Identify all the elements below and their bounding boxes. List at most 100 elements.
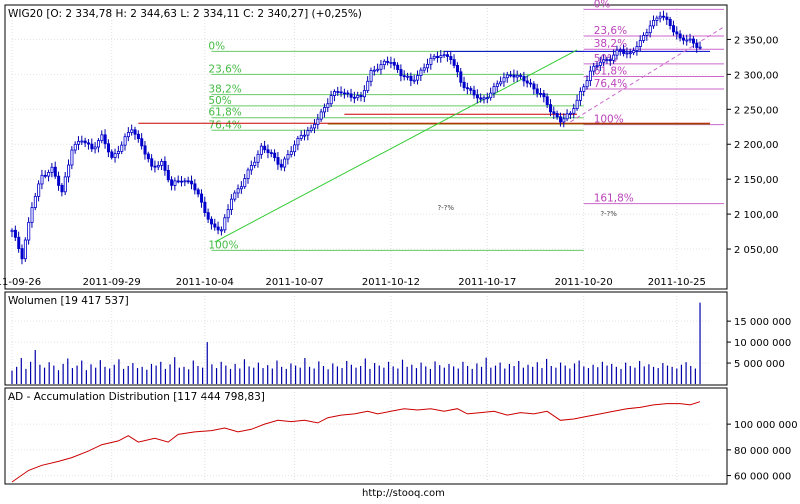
candle-body [422,67,426,71]
annotation-label: ?-?% [437,204,454,212]
candle-body [57,175,61,186]
ad-y-tick-label: 100 000 000 [734,420,798,431]
candle-body [475,94,479,99]
candle-body [499,81,503,85]
candle-body [682,37,686,41]
candle-body [10,229,14,232]
candle-body [575,99,579,109]
candle-body [216,226,220,231]
candle-body [259,145,263,155]
fib-left-level-label: 23,6% [208,63,241,75]
ad-line [11,401,701,483]
fib-left-level-label: 0% [208,40,225,52]
candle-body [662,15,666,18]
candle-body [462,81,466,89]
candle-body [336,91,340,93]
candle-body [333,91,337,96]
price-y-tick-label: 2 300,00 [734,70,779,81]
candle-body [342,92,346,95]
candle-body [239,186,243,190]
candle-body [263,145,267,151]
candle-body [522,76,526,82]
candle-body [273,152,277,158]
candle-body [67,164,71,178]
candle-body [392,61,396,66]
candle-body [210,218,214,225]
candle-body [63,176,67,193]
candle-body [146,153,150,160]
candle-body [313,123,317,129]
candle-body [233,192,237,200]
candle-body [140,138,144,147]
candle-body [219,229,223,232]
candle-body [386,60,390,63]
candle-body [93,146,97,150]
candle-body [27,221,31,241]
candle-body [80,140,84,143]
candle-body [23,239,27,260]
candle-body [565,113,569,120]
candle-body [70,149,74,166]
candle-body [672,25,676,33]
candle-body [356,94,360,99]
candle-body [452,59,456,66]
candle-body [296,138,300,146]
price-y-tick-label: 2 200,00 [734,140,779,151]
candle-body [150,158,154,167]
candle-body [97,140,101,148]
candle-body [319,111,323,120]
candle-body [532,83,536,90]
candle-body [535,88,539,94]
candle-body [113,153,117,158]
candle-body [615,49,619,56]
candle-body [170,179,174,186]
candle-body [306,130,310,136]
candle-body [372,69,376,72]
candle-body [432,55,436,59]
x-tick-label: 2011-10-25 [648,277,706,288]
fib-right-level-label: 0% [594,0,611,10]
candle-body [698,46,702,49]
fib-left-level-label: 76,4% [208,119,241,131]
candle-body [156,164,160,168]
candle-body [226,209,230,219]
candle-body [30,207,34,223]
x-tick-label: 2011-10-07 [265,277,323,288]
candle-body [635,46,639,51]
candle-body [691,38,695,44]
candle-body [73,143,77,151]
candle-body [196,189,200,195]
candle-body [106,143,110,153]
candle-body [399,69,403,77]
fib-right-level-label: 76,4% [594,78,627,90]
candle-body [695,42,699,48]
candle-body [33,196,37,208]
candle-body [229,198,233,211]
price-y-tick-label: 2 050,00 [734,245,779,256]
candle-body [303,134,307,137]
candle-body [266,149,270,154]
candle-body [578,91,582,101]
candle-body [83,140,87,144]
candle-body [77,140,81,145]
x-tick-label: 2011-10-04 [176,277,234,288]
candle-body [588,70,592,81]
candle-body [253,161,257,166]
candle-body [652,19,656,27]
candle-body [20,248,24,260]
green-trendline [214,49,578,243]
volume-y-tick-label: 10 000 000 [734,338,791,349]
candle-body [123,136,127,146]
candle-body [376,68,380,71]
levels-layer [138,50,710,125]
candle-body [512,74,516,78]
candle-body [436,55,440,59]
candle-body [555,113,559,118]
candle-body [382,60,386,66]
candle-body [200,193,204,203]
x-tick-label: 2011-10-20 [555,277,613,288]
candle-body [505,74,509,79]
candle-body [426,63,430,69]
